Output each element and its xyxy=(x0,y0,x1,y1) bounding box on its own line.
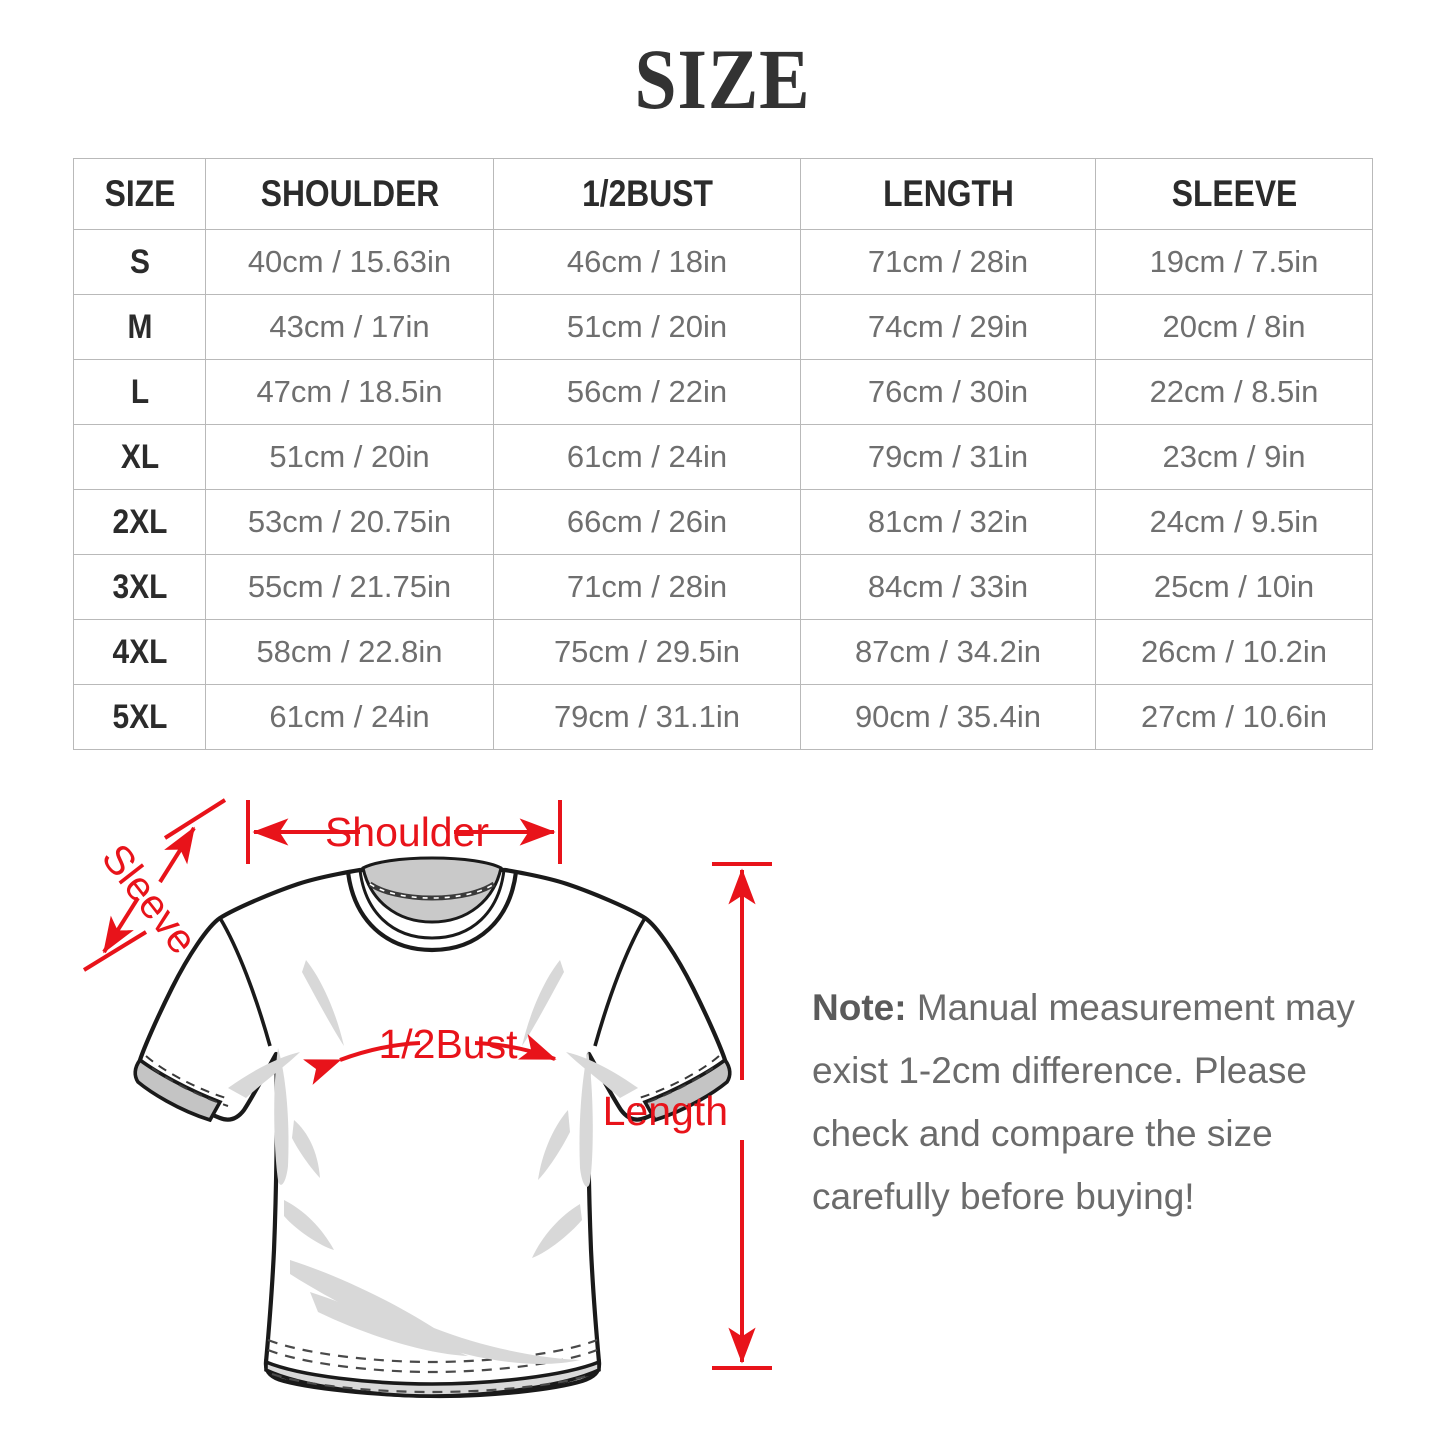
cell-shoulder: 55cm / 21.75in xyxy=(205,554,494,620)
cell-bust: 79cm / 31.1in xyxy=(493,684,801,750)
table-row: M 43cm / 17in 51cm / 20in 74cm / 29in 20… xyxy=(74,294,1373,360)
cell-sleeve: 27cm / 10.6in xyxy=(1095,684,1373,750)
table-row: 5XL 61cm / 24in 79cm / 31.1in 90cm / 35.… xyxy=(74,684,1373,750)
cell-size: 3XL xyxy=(80,554,199,620)
cell-shoulder: 43cm / 17in xyxy=(205,294,494,360)
length-label: Length xyxy=(603,1088,728,1134)
cell-length: 76cm / 30in xyxy=(800,359,1096,425)
bust-measure: 1/2Bust xyxy=(303,1021,557,1085)
measurement-illustration: Shoulder Sleeve 1/2Bust xyxy=(0,780,1445,1445)
cell-sleeve: 25cm / 10in xyxy=(1095,554,1373,620)
length-measure: Length xyxy=(603,862,772,1370)
cell-length: 79cm / 31in xyxy=(800,424,1096,490)
table-row: 2XL 53cm / 20.75in 66cm / 26in 81cm / 32… xyxy=(74,489,1373,555)
fabric-shading xyxy=(228,960,638,1364)
cell-bust: 71cm / 28in xyxy=(493,554,801,620)
collar xyxy=(345,856,519,953)
table-row: L 47cm / 18.5in 56cm / 22in 76cm / 30in … xyxy=(74,359,1373,425)
cell-length: 87cm / 34.2in xyxy=(800,619,1096,685)
column-header-shoulder: SHOULDER xyxy=(225,158,474,230)
cell-shoulder: 40cm / 15.63in xyxy=(205,229,494,295)
cell-bust: 66cm / 26in xyxy=(493,489,801,555)
cell-bust: 46cm / 18in xyxy=(493,229,801,295)
cell-sleeve: 24cm / 9.5in xyxy=(1095,489,1373,555)
cell-bust: 56cm / 22in xyxy=(493,359,801,425)
table-body: S 40cm / 15.63in 46cm / 18in 71cm / 28in… xyxy=(74,229,1373,750)
table-row: XL 51cm / 20in 61cm / 24in 79cm / 31in 2… xyxy=(74,424,1373,490)
cell-size: XL xyxy=(80,424,199,490)
cell-length: 90cm / 35.4in xyxy=(800,684,1096,750)
column-header-length: LENGTH xyxy=(820,158,1076,230)
note-label: Note: xyxy=(812,987,907,1028)
cell-bust: 61cm / 24in xyxy=(493,424,801,490)
table-row: 4XL 58cm / 22.8in 75cm / 29.5in 87cm / 3… xyxy=(74,619,1373,685)
tshirt-diagram: Shoulder Sleeve 1/2Bust xyxy=(82,798,772,1399)
bust-label: 1/2Bust xyxy=(378,1021,518,1067)
column-header-sleeve: SLEEVE xyxy=(1114,158,1354,230)
table-header-row: SIZE SHOULDER 1/2BUST LENGTH SLEEVE xyxy=(74,158,1373,230)
cell-sleeve: 26cm / 10.2in xyxy=(1095,619,1373,685)
cell-size: 2XL xyxy=(80,489,199,555)
cell-length: 74cm / 29in xyxy=(800,294,1096,360)
size-table: SIZE SHOULDER 1/2BUST LENGTH SLEEVE S 40… xyxy=(73,158,1373,750)
table-header: SIZE SHOULDER 1/2BUST LENGTH SLEEVE xyxy=(74,158,1373,230)
cell-sleeve: 23cm / 9in xyxy=(1095,424,1373,490)
cell-bust: 75cm / 29.5in xyxy=(493,619,801,685)
armhole-seams xyxy=(218,917,647,1047)
shoulder-label: Shoulder xyxy=(325,809,489,855)
shoulder-measure: Shoulder xyxy=(246,800,562,864)
cell-size: L xyxy=(80,359,199,425)
cell-length: 81cm / 32in xyxy=(800,489,1096,555)
sleeve-cuffs xyxy=(133,1055,732,1123)
cell-length: 84cm / 33in xyxy=(800,554,1096,620)
cell-sleeve: 19cm / 7.5in xyxy=(1095,229,1373,295)
bottom-hem xyxy=(264,1338,601,1398)
cell-size: 4XL xyxy=(80,619,199,685)
cell-shoulder: 61cm / 24in xyxy=(205,684,494,750)
cell-shoulder: 51cm / 20in xyxy=(205,424,494,490)
page-title: SIZE xyxy=(634,31,811,127)
cell-bust: 51cm / 20in xyxy=(493,294,801,360)
cell-size: 5XL xyxy=(80,684,199,750)
table-row: 3XL 55cm / 21.75in 71cm / 28in 84cm / 33… xyxy=(74,554,1373,620)
cell-sleeve: 20cm / 8in xyxy=(1095,294,1373,360)
column-header-bust: 1/2BUST xyxy=(514,158,780,230)
cell-sleeve: 22cm / 8.5in xyxy=(1095,359,1373,425)
table-row: S 40cm / 15.63in 46cm / 18in 71cm / 28in… xyxy=(74,229,1373,295)
cell-shoulder: 53cm / 20.75in xyxy=(205,489,494,555)
cell-length: 71cm / 28in xyxy=(800,229,1096,295)
column-header-size: SIZE xyxy=(82,158,197,230)
note-body: Manual measurement may exist 1-2cm diffe… xyxy=(812,987,1355,1217)
cell-shoulder: 47cm / 18.5in xyxy=(205,359,494,425)
note-text: Note: Manual measurement may exist 1-2cm… xyxy=(812,976,1382,1228)
cell-size: M xyxy=(80,294,199,360)
cell-shoulder: 58cm / 22.8in xyxy=(205,619,494,685)
cell-size: S xyxy=(80,229,199,295)
